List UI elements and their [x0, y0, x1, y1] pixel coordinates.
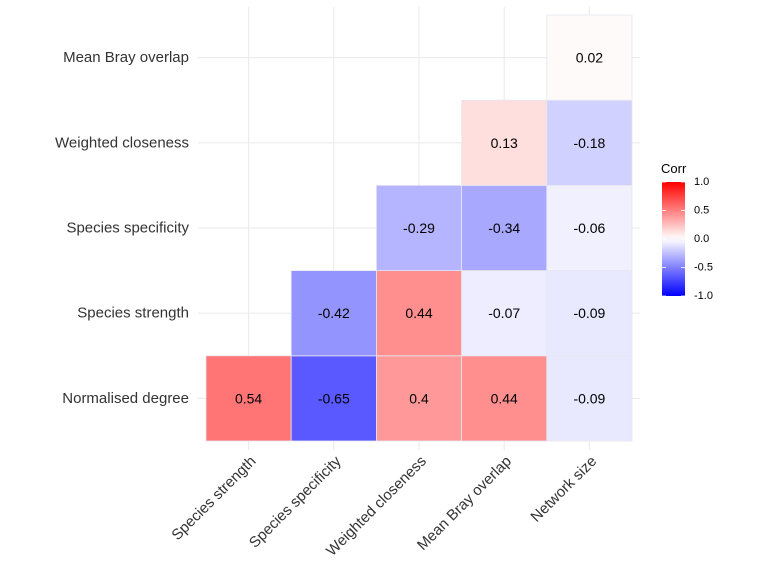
tile-species-strength-species-specificity [290, 270, 377, 357]
x-tick-label-species-specificity: Species specificity [246, 452, 345, 551]
legend-colorbar [662, 182, 685, 296]
cell-label-weighted-closeness-mean-bray-overlap: 0.13 [491, 135, 518, 151]
legend: Corr 1.0 0.5 0.0 -0.5 -1.0 [661, 161, 713, 302]
tile-species-strength-network-size [546, 270, 633, 357]
cell-label-species-strength-mean-bray-overlap: -0.07 [488, 305, 520, 321]
tile-normalised-degree-network-size [546, 355, 633, 442]
cell-label-weighted-closeness-network-size: -0.18 [573, 135, 605, 151]
cell-label-species-strength-network-size: -0.09 [573, 305, 605, 321]
y-tick-label-species-specificity: Species specificity [66, 220, 189, 237]
legend-tick-label: -1.0 [694, 290, 713, 302]
tile-species-specificity-weighted-closeness [375, 184, 462, 271]
x-tick-label-mean-bray-overlap: Mean Bray overlap [414, 453, 515, 554]
cell-label-mean-bray-overlap-network-size: 0.02 [576, 50, 603, 66]
tile-normalised-degree-weighted-closeness [375, 355, 462, 442]
y-tick-label-mean-bray-overlap: Mean Bray overlap [63, 49, 189, 66]
cell-label-species-specificity-weighted-closeness: -0.29 [403, 220, 435, 236]
cell-label-normalised-degree-species-specificity: -0.65 [318, 390, 350, 406]
cell-value-labels: 0.54 -0.65 0.4 0.44 -0.09 -0.42 0.44 -0.07 -0.09… [235, 50, 606, 407]
x-tick-label-species-strength: Species strength [168, 453, 259, 544]
legend-tick-label: 1.0 [694, 176, 709, 188]
cell-label-species-strength-species-specificity: -0.42 [318, 305, 350, 321]
tile-species-strength-weighted-closeness [375, 270, 462, 357]
legend-tick-label: 0.0 [694, 233, 709, 245]
cell-label-species-strength-weighted-closeness: 0.44 [405, 305, 432, 321]
cell-label-normalised-degree-species-strength: 0.54 [235, 390, 262, 406]
legend-tick-label: 0.5 [694, 205, 709, 217]
heatmap-tiles [205, 14, 633, 442]
y-tick-label-weighted-closeness: Weighted closeness [55, 134, 189, 151]
tile-species-strength-mean-bray-overlap [461, 270, 548, 357]
legend-title: Corr [661, 161, 687, 176]
legend-tick-label: -0.5 [694, 262, 713, 274]
tile-weighted-closeness-mean-bray-overlap [461, 99, 548, 186]
cell-label-species-specificity-mean-bray-overlap: -0.34 [488, 220, 520, 236]
cell-label-normalised-degree-network-size: -0.09 [573, 390, 605, 406]
tile-species-specificity-mean-bray-overlap [461, 184, 548, 271]
y-tick-label-species-strength: Species strength [77, 305, 189, 322]
y-tick-label-normalised-degree: Normalised degree [62, 390, 189, 407]
cell-label-normalised-degree-mean-bray-overlap: 0.44 [491, 390, 518, 406]
tile-mean-bray-overlap-network-size [546, 14, 633, 101]
tile-normalised-degree-species-specificity [290, 355, 377, 442]
x-tick-label-network-size: Network size [527, 453, 600, 526]
cell-label-normalised-degree-weighted-closeness: 0.4 [409, 390, 429, 406]
y-axis: Normalised degree Species strength Species… [55, 49, 189, 407]
cell-label-species-specificity-network-size: -0.06 [573, 220, 605, 236]
tile-normalised-degree-mean-bray-overlap [461, 355, 548, 442]
tile-species-specificity-network-size [546, 184, 633, 271]
legend-ticks: 1.0 0.5 0.0 -0.5 -1.0 [662, 176, 713, 302]
